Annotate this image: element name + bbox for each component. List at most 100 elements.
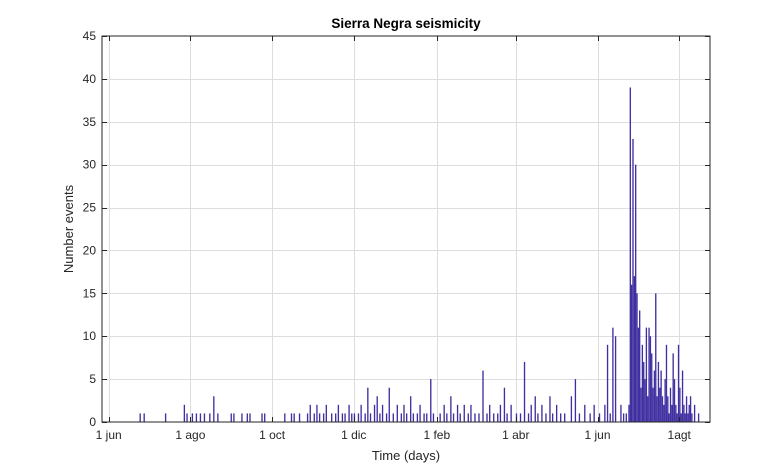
event-bar xyxy=(635,164,637,422)
event-bar xyxy=(549,396,551,422)
event-bar xyxy=(392,413,394,422)
event-bar xyxy=(335,413,337,422)
event-bar xyxy=(620,404,622,422)
x-tick-labels: 1 jun 1 ago 1 oct 1 dic 1 feb 1 abr 1 jun 1agt xyxy=(96,428,692,442)
event-bar xyxy=(246,413,248,422)
event-bar xyxy=(489,404,491,422)
chart-title: Sierra Negra seismicity xyxy=(331,16,481,31)
event-bar xyxy=(499,404,502,422)
event-bar xyxy=(261,413,263,422)
event-bar xyxy=(537,413,539,422)
event-bar xyxy=(641,344,644,422)
event-bar xyxy=(217,413,219,422)
event-bar xyxy=(478,413,480,422)
event-bar xyxy=(341,413,344,422)
event-bar xyxy=(649,336,652,422)
plot-frame xyxy=(101,35,711,423)
event-bar xyxy=(675,404,677,422)
event-bar xyxy=(637,327,640,422)
y-tick-label: 45 xyxy=(83,29,97,43)
event-bar xyxy=(693,404,696,422)
event-bar xyxy=(689,396,692,422)
event-bar xyxy=(645,327,648,422)
event-bar xyxy=(665,344,668,422)
x-tick-label: 1 ago xyxy=(175,428,205,442)
event-bar xyxy=(430,379,432,422)
event-bar xyxy=(629,87,631,422)
event-bar xyxy=(493,413,495,422)
event-bar xyxy=(357,413,360,422)
event-bar xyxy=(316,404,318,422)
event-bar xyxy=(668,413,670,422)
y-tick-label: 30 xyxy=(83,158,97,172)
event-bar xyxy=(450,396,452,422)
event-bar xyxy=(606,344,609,422)
event-bar xyxy=(688,404,690,422)
event-bar xyxy=(381,404,384,422)
x-tick-label: 1agt xyxy=(668,428,692,442)
event-bar xyxy=(667,396,669,422)
event-bar xyxy=(653,370,656,422)
y-tick-label: 20 xyxy=(83,243,97,257)
event-bar xyxy=(647,396,649,422)
event-bar xyxy=(534,396,536,422)
x-tick-label: 1 feb xyxy=(423,428,450,442)
event-bar xyxy=(199,413,202,422)
event-bar xyxy=(344,413,346,422)
event-bar xyxy=(482,370,484,422)
event-bar xyxy=(306,413,309,422)
event-bar xyxy=(191,413,194,422)
event-bar xyxy=(684,413,686,422)
event-bar xyxy=(664,379,666,422)
axis-ticks xyxy=(102,36,710,423)
event-bar xyxy=(598,413,601,422)
event-bar xyxy=(523,361,526,422)
event-bar xyxy=(432,413,435,422)
event-bar xyxy=(655,293,657,422)
event-bar xyxy=(660,370,662,422)
event-bar xyxy=(446,413,448,422)
event-bar xyxy=(584,404,586,422)
event-bar xyxy=(367,387,369,422)
event-bar xyxy=(385,413,388,422)
event-bar xyxy=(661,396,664,422)
x-tick-label: 1 oct xyxy=(259,428,286,442)
grid xyxy=(102,36,710,422)
event-bar xyxy=(290,413,293,422)
event-bar xyxy=(143,413,145,422)
event-bar xyxy=(396,404,398,422)
event-bar xyxy=(443,404,445,422)
event-bar xyxy=(474,413,476,422)
event-bar xyxy=(164,413,167,422)
event-bar xyxy=(680,413,682,422)
event-bar xyxy=(452,413,455,422)
event-bar xyxy=(681,370,684,422)
event-bar xyxy=(697,413,700,422)
event-bar xyxy=(376,396,378,422)
event-bar xyxy=(551,413,554,422)
event-bar xyxy=(604,404,606,422)
event-bar xyxy=(589,413,591,422)
event-bar xyxy=(648,327,650,422)
event-bar xyxy=(419,404,421,422)
event-bar xyxy=(644,379,646,422)
event-bar xyxy=(630,284,633,422)
x-tick-label: 1 abr xyxy=(502,428,529,442)
event-bar xyxy=(264,413,266,422)
event-bar xyxy=(403,404,405,422)
event-bar xyxy=(574,379,577,422)
event-bar xyxy=(614,336,617,422)
event-bar xyxy=(364,413,366,422)
y-tick-label: 5 xyxy=(89,372,96,386)
event-bar xyxy=(456,404,459,422)
y-axis-label: Number events xyxy=(61,184,76,273)
event-bar xyxy=(673,379,676,422)
event-bar xyxy=(318,413,321,422)
event-bar xyxy=(373,404,376,422)
y-tick-label: 40 xyxy=(83,72,97,86)
event-bar xyxy=(671,404,673,422)
event-bar xyxy=(439,413,441,422)
event-bar xyxy=(541,404,543,422)
event-bar xyxy=(139,413,141,422)
